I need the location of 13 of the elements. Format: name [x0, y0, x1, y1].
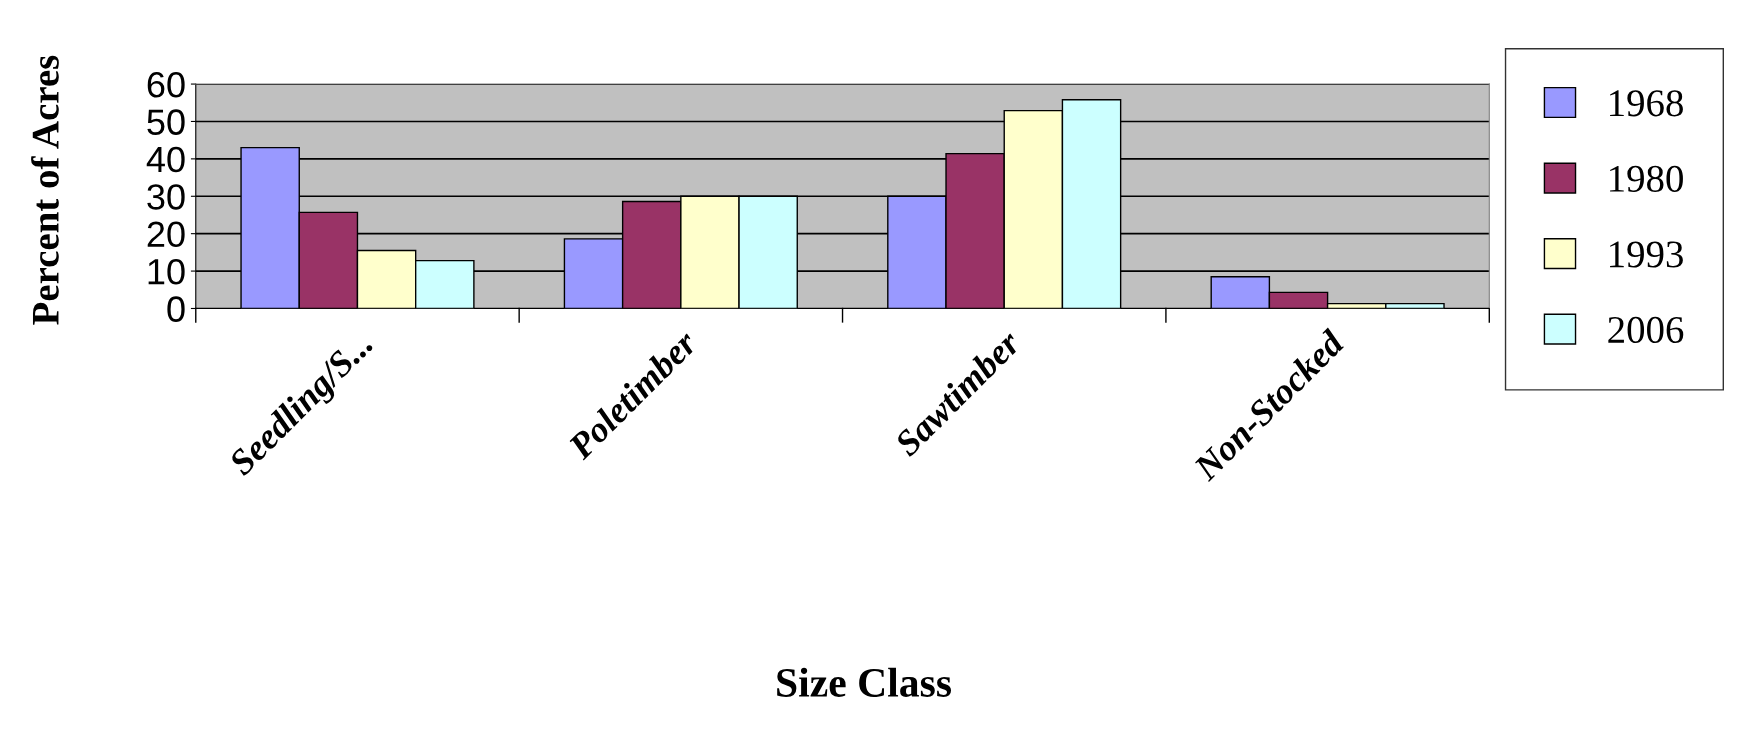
- legend-label: 1980: [1610, 165, 1683, 192]
- y-tick-label: 50: [147, 109, 185, 135]
- legend-label: 1968: [1610, 90, 1683, 117]
- y-tick-label: 40: [146, 146, 185, 173]
- x-axis-title: Size Class: [777, 667, 952, 697]
- y-tick-label: 10: [148, 258, 185, 285]
- legend-label: 2006: [1608, 316, 1684, 344]
- y-tick-label: 30: [147, 184, 185, 210]
- y-axis-title: Percent of Acres: [31, 55, 59, 325]
- y-tick-label: 20: [147, 221, 185, 248]
- y-tick-label: 60: [147, 71, 185, 98]
- y-tick-label: 0: [167, 296, 185, 322]
- legend-label: 1993: [1610, 241, 1683, 268]
